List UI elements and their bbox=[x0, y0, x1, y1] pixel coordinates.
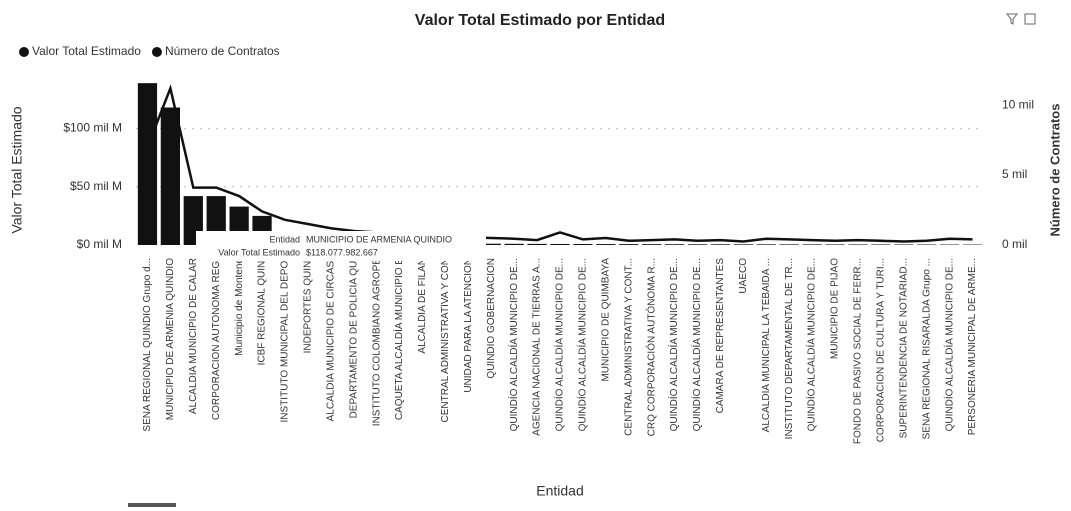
bar bbox=[596, 244, 616, 245]
tooltip-box bbox=[196, 231, 486, 261]
bar bbox=[710, 244, 731, 245]
x-tick-label: CORPORACION AUTONOMA REGI bbox=[211, 258, 222, 420]
x-tick-label: MUNICIPIO DE QUIMBAYA bbox=[600, 258, 611, 382]
bar bbox=[619, 244, 639, 245]
x-tick-label: INDEPORTES QUINI bbox=[303, 258, 314, 353]
x-tick-label: PERSONERIA MUNICIPAL DE ARME... bbox=[967, 258, 978, 435]
x-tick-label: QUINDIO GOBERNACION bbox=[486, 258, 497, 379]
x-axis-title: Entidad bbox=[536, 483, 583, 499]
x-tick-label: CENTRAL ADMINISTRATIVA Y CON bbox=[440, 258, 451, 422]
x-tick-label: ICBF REGIONAL QUINI bbox=[257, 258, 268, 365]
bar bbox=[527, 243, 547, 245]
filter-icon[interactable] bbox=[1005, 13, 1019, 25]
y-axis-title: Valor Total Estimado bbox=[9, 106, 25, 233]
bar bbox=[802, 244, 822, 245]
y2-axis-title: Número de Contratos bbox=[1047, 104, 1062, 237]
x-tick-label: Municipio de Montene bbox=[234, 258, 245, 356]
x-tick-label: QUINDÍO ALCALDÍA MUNICIPIO DE... bbox=[507, 258, 520, 431]
scrollbar[interactable] bbox=[128, 503, 176, 507]
x-tick-label: UNIDAD PARA LA ATENCION bbox=[463, 258, 474, 393]
bar bbox=[664, 244, 685, 245]
y-tick-label: $100 mil M bbox=[63, 121, 122, 135]
bar bbox=[848, 244, 868, 245]
y2-tick-label: 5 mil bbox=[1002, 167, 1027, 181]
tooltip-value: $118.077.982.667 bbox=[306, 247, 378, 257]
legend-marker bbox=[151, 47, 162, 57]
y-tick-label: $0 mil M bbox=[77, 237, 122, 251]
x-tick-label: ALCALDIA MUNICIPAL LA TEBAIDA ... bbox=[761, 258, 772, 432]
bar bbox=[825, 244, 845, 245]
bar bbox=[642, 244, 662, 245]
x-tick-label: AGENCIA NACIONAL DE TIERRAS A... bbox=[532, 258, 543, 436]
chart-title: Valor Total Estimado por Entidad bbox=[415, 12, 665, 29]
bar bbox=[573, 244, 593, 245]
bar bbox=[756, 244, 776, 245]
line bbox=[146, 84, 973, 243]
focus-icon[interactable] bbox=[1024, 13, 1036, 25]
tooltip: Entidad MUNICIPIO DE ARMENIA QUINDIO Val… bbox=[196, 231, 486, 261]
x-tick-label: SUPERINTENDENCIA DE NOTARIAD... bbox=[898, 258, 909, 438]
x-tick-label: QUINDÍO ALCALDÍA MUNICIPIO DE... bbox=[553, 258, 566, 431]
x-tick-label: ALCALDIA DE FILAN bbox=[417, 258, 428, 354]
x-tick-label: SENA REGIONAL RISARALDA Grupo ... bbox=[921, 258, 932, 439]
x-tick-label: QUINDÍO ALCALDÍA MUNICIPIO DE... bbox=[805, 258, 818, 431]
bar bbox=[871, 244, 891, 245]
x-tick-label: INSTITUTO COLOMBIANO AGROPE bbox=[371, 258, 382, 427]
x-tick-label: INSTITUTO DEPARTAMENTAL DE TR... bbox=[784, 258, 795, 439]
x-tick-label: CORPORACION DE CULTURA Y TURI... bbox=[876, 258, 887, 442]
tooltip-key: Entidad bbox=[269, 234, 300, 244]
tooltip-value: MUNICIPIO DE ARMENIA QUINDIO bbox=[306, 234, 452, 244]
bar bbox=[733, 244, 753, 245]
legend-marker bbox=[19, 47, 29, 57]
x-tick-label: QUINDÍO ALCALDÍA MUNICIPIO DE... bbox=[667, 258, 680, 431]
bar bbox=[481, 243, 501, 245]
bar bbox=[550, 243, 570, 245]
legend-label: Número de Contratos bbox=[165, 44, 280, 58]
x-tick-label: QUINDÍO ALCALDÍA MUNICIPIO DE... bbox=[942, 258, 955, 431]
x-tick-label: QUINDÍO ALCALDÍA MUNICIPIO DE... bbox=[576, 258, 589, 431]
x-tick-label: MUNICIPIO DE ARMENIA QUINDIO bbox=[165, 258, 176, 420]
header-icons bbox=[1005, 13, 1036, 25]
bar bbox=[137, 83, 158, 246]
bar bbox=[779, 244, 799, 245]
bar bbox=[160, 107, 181, 245]
x-tick-label: DEPARTAMENTO DE POLICIA QUI bbox=[348, 258, 359, 418]
tooltip-key: Valor Total Estimado bbox=[218, 247, 300, 257]
x-tick-label: SENA REGIONAL QUINDIO Grupo d... bbox=[142, 258, 153, 432]
y2-tick-label: 10 mil bbox=[1002, 97, 1034, 111]
x-tick-label: CRQ CORPORACIÓN AUTÓNOMA R... bbox=[644, 258, 657, 436]
x-tick-label: MUNICIPIO DE PIJAO bbox=[830, 258, 841, 359]
legend-label: Valor Total Estimado bbox=[32, 44, 141, 58]
x-tick-label: UAECO bbox=[738, 258, 749, 294]
x-tick-label: QUINDÍO ALCALDÍA MUNICIPIO DE... bbox=[690, 258, 703, 431]
x-tick-label: ALCALDIA MUNICIPIO DE CIRCASI bbox=[325, 258, 336, 421]
x-tick-label: FONDO DE PASIVO SOCIAL DE FERR... bbox=[853, 258, 864, 444]
bar bbox=[687, 244, 708, 245]
x-tick-label: INSTITUTO MUNICIPAL DEL DEPOI bbox=[280, 258, 291, 422]
y2-tick-label: 0 mil bbox=[1002, 237, 1027, 251]
x-tick-label: CENTRAL ADMINISTRATIVA Y CONT... bbox=[623, 258, 634, 436]
x-tick-label: ALCALDIA MUNICIPIO DE CALAR bbox=[188, 258, 199, 414]
bar bbox=[504, 243, 524, 245]
x-tick-label: CAQUETA ALCALDÍA MUNICIPIO E bbox=[392, 258, 405, 420]
x-tick-label: CAMARA DE REPRESENTANTES bbox=[715, 258, 726, 414]
y-tick-label: $50 mil M bbox=[70, 179, 122, 193]
